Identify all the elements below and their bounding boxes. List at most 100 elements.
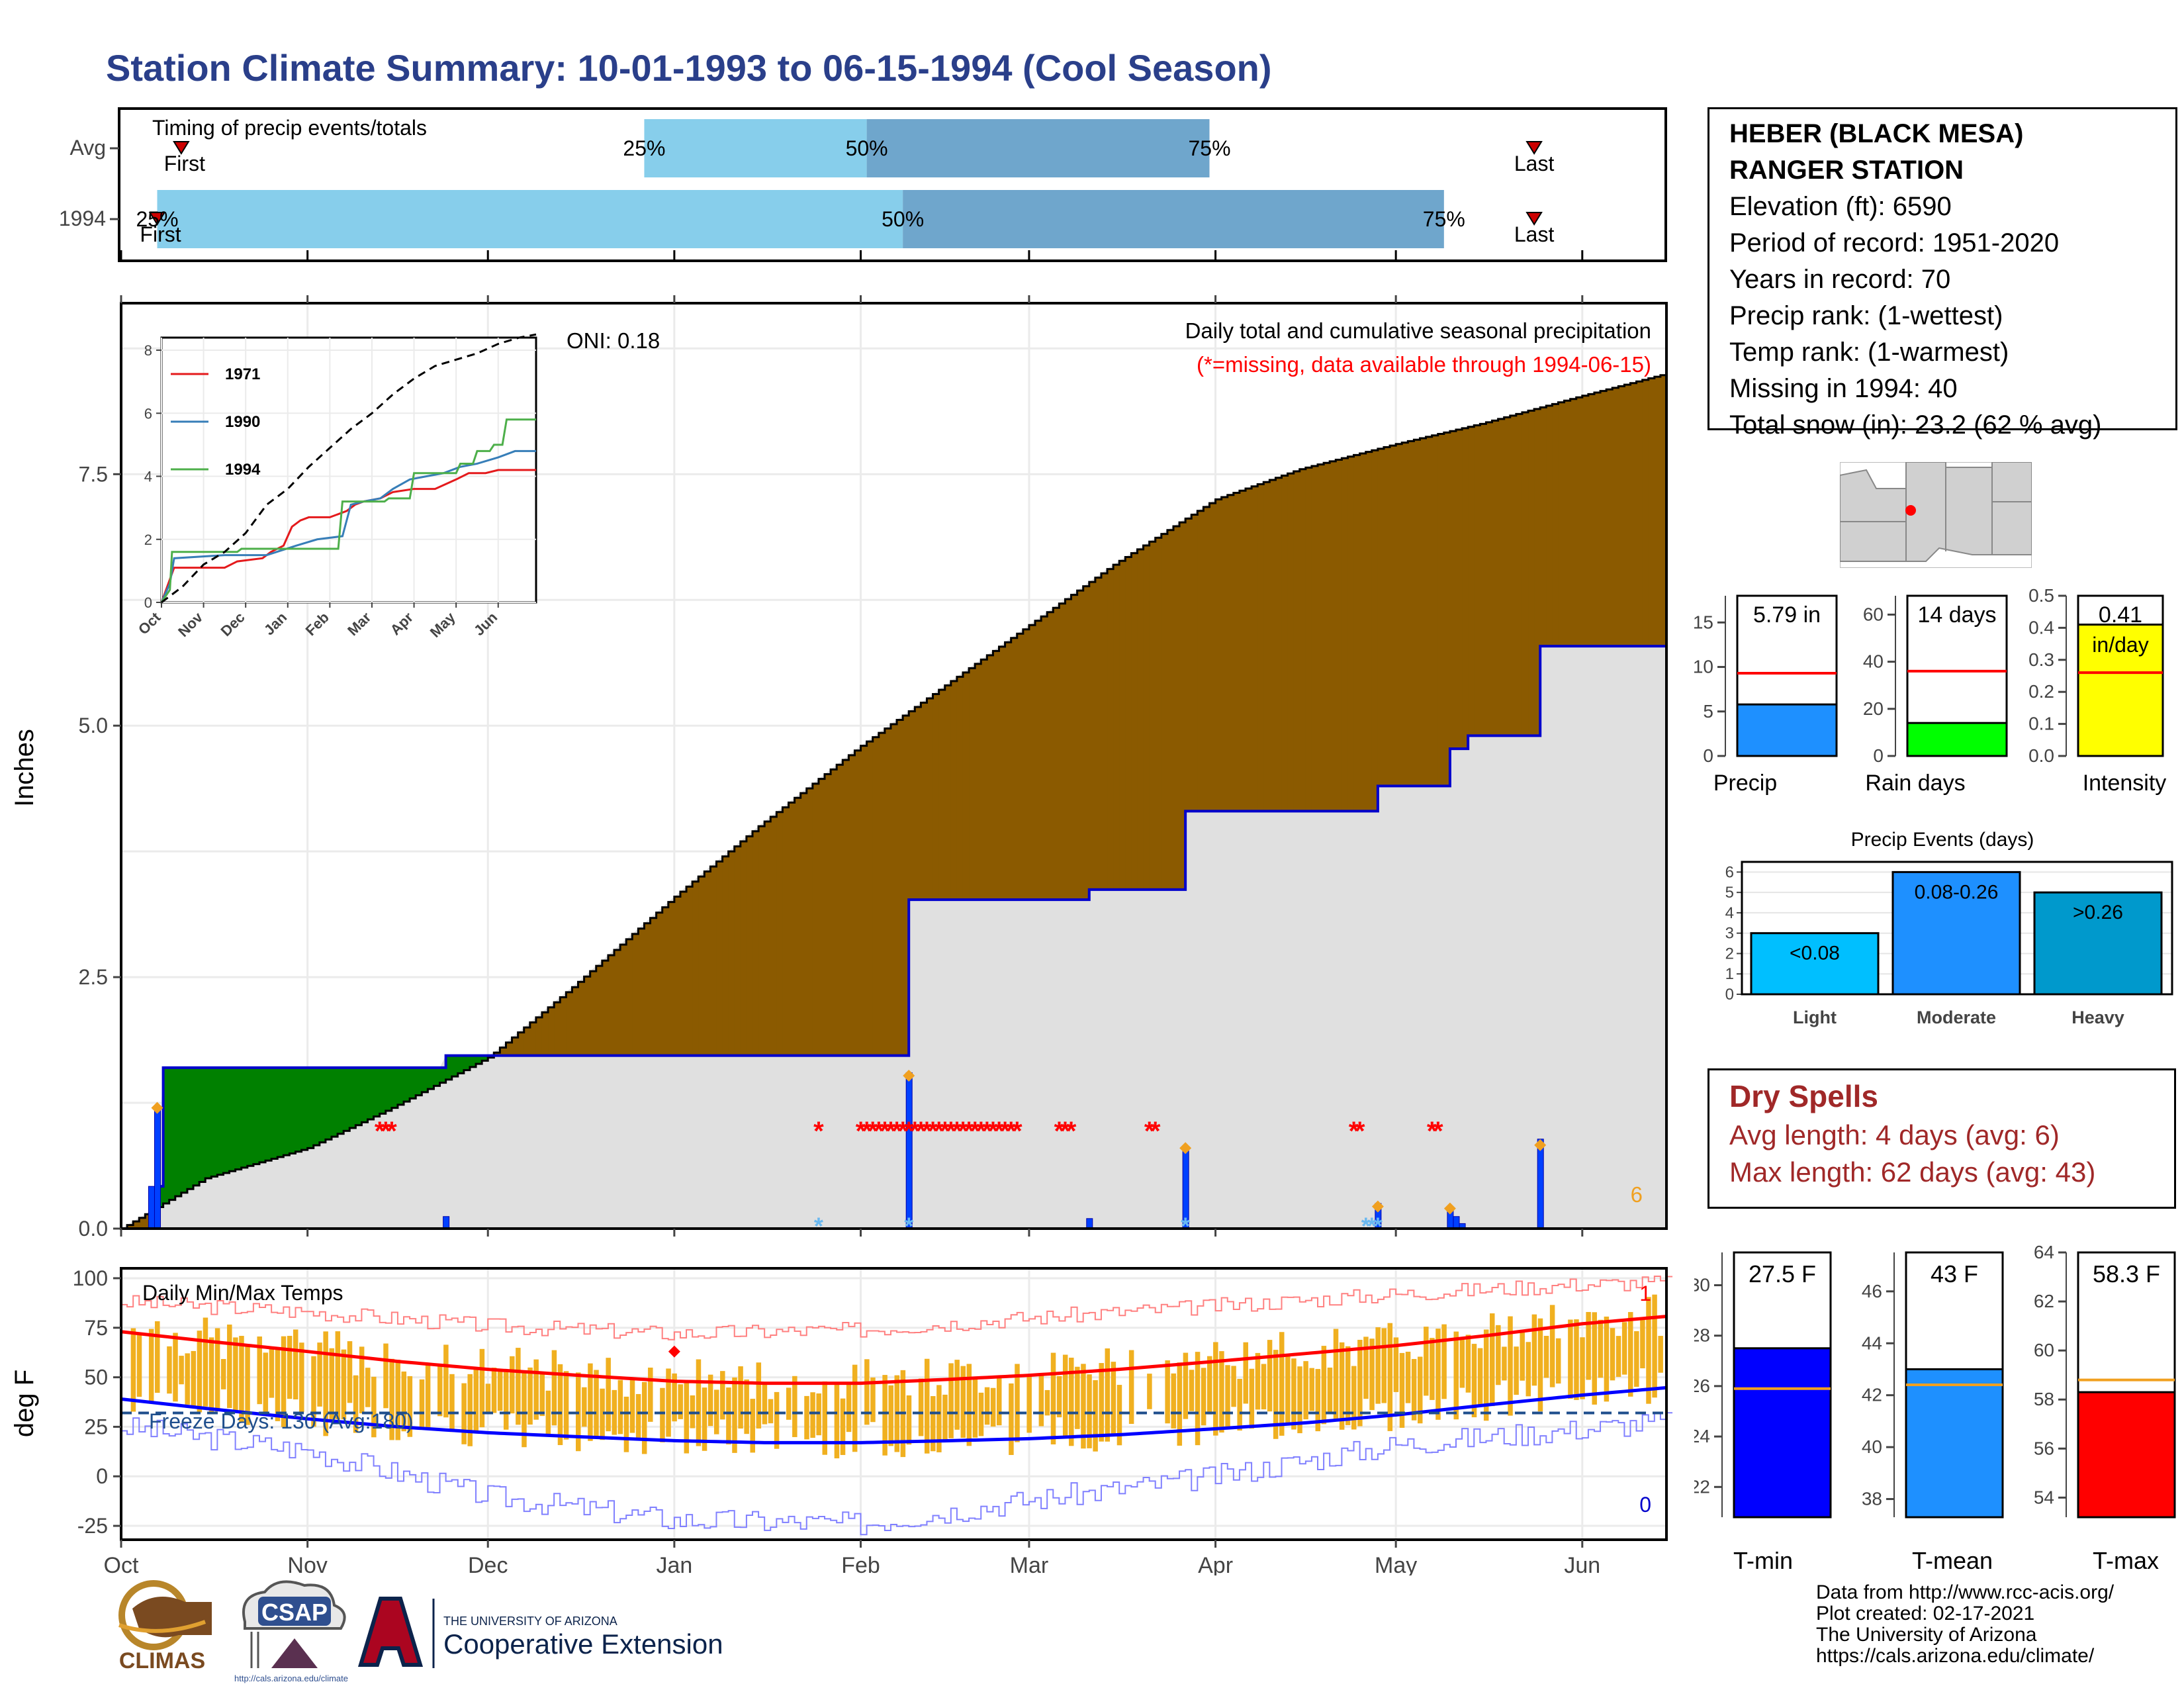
temp-y-label: deg F xyxy=(10,1370,39,1437)
deficit-area xyxy=(1263,482,1270,812)
daily-temp-bar xyxy=(275,1348,281,1421)
station-info-box: HEBER (BLACK MESA) RANGER STATION Elevat… xyxy=(1707,107,2177,440)
daily-temp-bar xyxy=(1099,1363,1104,1442)
daily-temp-bar xyxy=(203,1317,208,1407)
daily-temp-bar xyxy=(1285,1355,1291,1425)
deficit-area xyxy=(1221,497,1228,812)
deficit-area xyxy=(1071,594,1078,900)
deficit-area xyxy=(1095,577,1102,890)
missing-marker: * xyxy=(910,1117,921,1146)
small-ytick-label: 24 xyxy=(1694,1426,1710,1446)
daily-temp-bar xyxy=(641,1382,647,1454)
daily-temp-bar xyxy=(996,1376,1002,1426)
deficit-area xyxy=(1636,381,1643,647)
timing-bar-early xyxy=(644,119,867,177)
daily-temp-bar xyxy=(1621,1322,1627,1375)
surplus-area xyxy=(445,1055,453,1080)
daily-temp-bar xyxy=(990,1387,996,1427)
deficit-area xyxy=(523,1027,531,1056)
daily-temp-bar xyxy=(1237,1378,1242,1431)
surplus-area xyxy=(463,1055,471,1070)
deficit-area xyxy=(1305,467,1312,812)
deficit-area xyxy=(1275,477,1283,812)
surplus-area xyxy=(181,1067,188,1193)
record-max-line xyxy=(121,1275,1673,1340)
missing-marker: * xyxy=(1054,1117,1065,1146)
month-tick-label: Mar xyxy=(1010,1553,1049,1575)
t-mean-bar xyxy=(1905,1368,2004,1519)
deficit-area xyxy=(1107,569,1114,890)
missing-marker: * xyxy=(934,1117,944,1146)
surplus-area xyxy=(259,1067,266,1162)
daily-temp-bar xyxy=(1435,1329,1441,1420)
deficit-area xyxy=(578,982,585,1056)
daily-temp-bar xyxy=(720,1371,725,1420)
surplus-area xyxy=(187,1067,194,1190)
deficit-area xyxy=(1239,491,1246,812)
daily-temp-bar xyxy=(353,1375,359,1433)
daily-temp-bar xyxy=(1050,1352,1056,1445)
missing-marker: * xyxy=(1066,1117,1077,1146)
daily-temp-bar xyxy=(497,1370,503,1411)
daily-temp-bar xyxy=(1357,1340,1363,1427)
inset-legend-label: 1994 xyxy=(225,461,261,479)
daily-temp-bar xyxy=(1381,1328,1387,1403)
daily-temp-bar xyxy=(1531,1314,1537,1386)
surplus-area xyxy=(205,1067,212,1179)
daily-temp-bar xyxy=(1225,1365,1230,1429)
surplus-area xyxy=(295,1067,302,1152)
small-ytick-label: 44 xyxy=(1862,1333,1882,1353)
daily-temp-bar xyxy=(1206,1356,1212,1415)
credit-data: Data from http://www.rcc-acis.org/ xyxy=(1816,1581,2115,1603)
surplus-area xyxy=(349,1067,356,1129)
daily-temp-bar xyxy=(167,1346,172,1394)
t-max-bar xyxy=(2077,1391,2176,1519)
surplus-area xyxy=(476,1055,482,1064)
daily-temp-bar xyxy=(1219,1351,1224,1433)
daily-temp-bar xyxy=(449,1374,455,1432)
daily-temp-bar xyxy=(629,1378,635,1433)
events-ytick-label: 3 xyxy=(1725,925,1734,943)
events-ytick-label: 4 xyxy=(1725,904,1734,922)
daily-temp-bar xyxy=(1165,1360,1170,1424)
deficit-area xyxy=(782,807,790,1056)
daily-temp-bar xyxy=(834,1383,840,1459)
snow-marker: * xyxy=(1367,1212,1377,1238)
deficit-area xyxy=(800,793,807,1056)
daily-temp-bar xyxy=(563,1371,569,1440)
daily-temp-bar xyxy=(816,1393,821,1436)
daily-temp-bar xyxy=(1015,1364,1020,1442)
daily-temp-bar xyxy=(1128,1350,1134,1425)
daily-temp-bar xyxy=(696,1359,702,1446)
surplus-area xyxy=(373,1067,381,1117)
surplus-area xyxy=(211,1067,218,1177)
deficit-area xyxy=(1053,608,1060,900)
surplus-area xyxy=(338,1067,344,1134)
precip-total-bar xyxy=(1736,703,1838,757)
daily-temp-bar xyxy=(522,1372,527,1448)
deficit-area xyxy=(1377,448,1385,786)
temp-chart-title: Daily Min/Max Temps xyxy=(142,1281,343,1305)
small-ytick-label: 56 xyxy=(2034,1438,2054,1458)
deficit-area xyxy=(1492,420,1499,736)
small-ytick-label: 64 xyxy=(2034,1242,2054,1262)
station-name-1: HEBER (BLACK MESA) xyxy=(1729,119,2024,148)
daily-temp-bar xyxy=(1201,1368,1206,1426)
deficit-area xyxy=(1648,378,1655,647)
small-ytick-label: 40 xyxy=(1862,1436,1882,1457)
deficit-area xyxy=(969,668,976,900)
deficit-area xyxy=(1143,545,1150,890)
daily-temp-bar xyxy=(948,1363,954,1438)
daily-temp-bar xyxy=(1261,1364,1267,1410)
deficit-area xyxy=(1516,414,1523,736)
deficit-area xyxy=(1528,410,1535,736)
deficit-area xyxy=(704,871,711,1056)
event-marker xyxy=(1534,1139,1547,1151)
t-min-chart: 22 24 26 28 30 27.5 F xyxy=(1694,1251,1832,1519)
precip-ytick-label: 0.0 xyxy=(79,1217,108,1238)
deficit-area xyxy=(1390,445,1396,786)
surplus-area xyxy=(482,1055,488,1061)
daily-temp-bar xyxy=(557,1364,563,1446)
daily-temp-bar xyxy=(130,1328,136,1412)
deficit-area xyxy=(1119,561,1126,890)
